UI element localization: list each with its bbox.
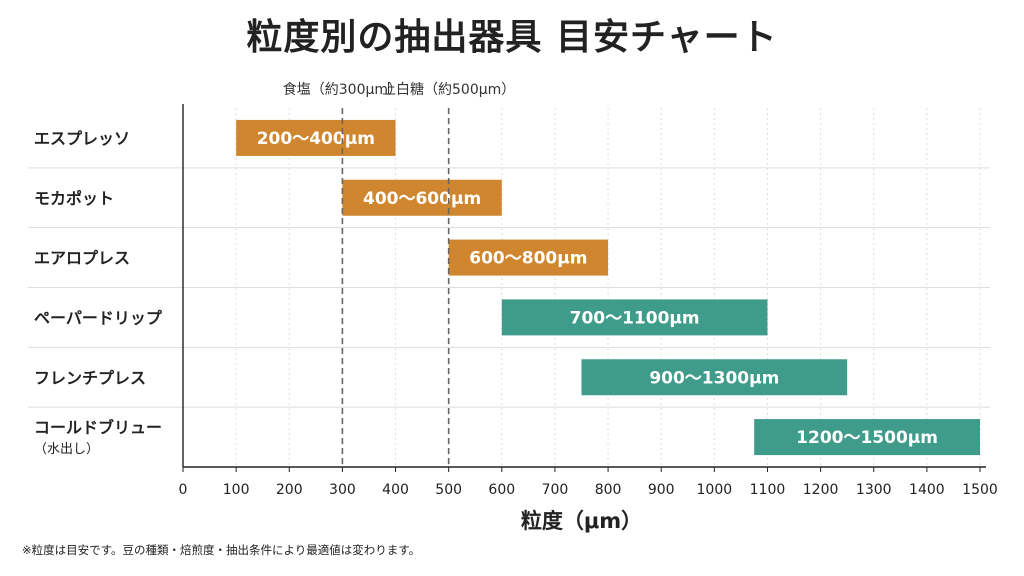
category-label: ペーパードリップ <box>34 308 163 327</box>
x-tick-label: 200 <box>276 482 303 498</box>
reference-label: 上白糖（約500μm） <box>382 82 515 98</box>
category-label: エスプレッソ <box>34 129 130 148</box>
x-tick-label: 0 <box>179 482 188 498</box>
range-bar <box>754 419 980 456</box>
bar-label: 1200～1500μm <box>796 428 938 448</box>
bar-label: 200～400μm <box>257 129 375 149</box>
category-label: フレンチプレス <box>34 368 146 387</box>
bar-label: 600～800μm <box>469 249 587 269</box>
x-tick-label: 300 <box>329 482 356 498</box>
category-label: エアロプレス <box>34 249 130 268</box>
chart-title: 粒度別の抽出器具 目安チャート <box>246 17 778 58</box>
x-tick-label: 1100 <box>750 482 786 498</box>
x-tick-label: 1300 <box>856 482 892 498</box>
x-tick-label: 700 <box>542 482 569 498</box>
reference-label: 食塩（約300μm） <box>283 81 402 98</box>
range-bar <box>342 179 502 216</box>
x-tick-label: 1200 <box>803 482 839 498</box>
range-bar <box>236 119 396 156</box>
x-tick-label: 600 <box>488 482 515 498</box>
x-tick-label: 1000 <box>697 482 733 498</box>
x-tick-label: 100 <box>223 482 250 498</box>
category-sublabel: （水出し） <box>34 442 99 457</box>
x-tick-label: 1500 <box>962 482 998 498</box>
x-axis-title: 粒度（μm） <box>521 509 642 533</box>
x-tick-label: 400 <box>382 482 409 498</box>
x-tick-label: 900 <box>648 482 675 498</box>
footnote: ※粒度は目安です。豆の種類・焙煎度・抽出条件により最適値は変わります。 <box>22 543 421 557</box>
category-label: コールドブリュー <box>34 418 162 437</box>
range-bar <box>501 299 768 336</box>
x-tick-label: 800 <box>595 482 622 498</box>
category-label: モカポット <box>34 189 114 208</box>
bar-label: 700～1100μm <box>570 308 700 328</box>
x-tick-label: 500 <box>435 482 462 498</box>
x-tick-label: 1400 <box>909 482 945 498</box>
range-bar <box>581 359 848 396</box>
bar-label: 900～1300μm <box>649 368 779 388</box>
bar-label: 400～600μm <box>363 189 481 209</box>
range-bar <box>448 239 609 276</box>
